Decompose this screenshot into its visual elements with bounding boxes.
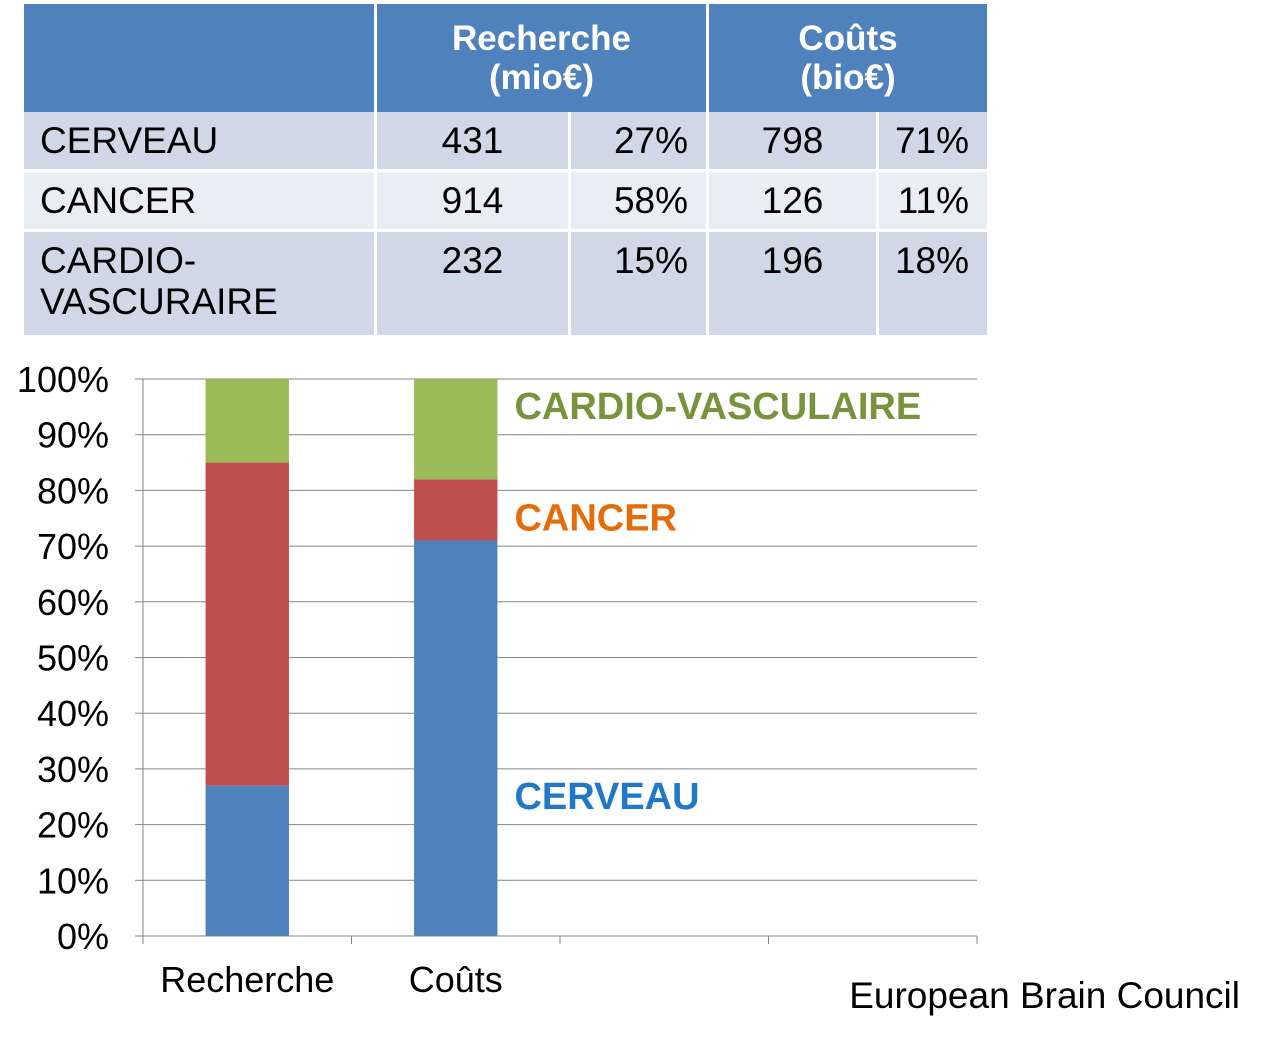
source-credit: European Brain Council [849, 975, 1240, 1016]
header-recherche: Recherche (mio€) [377, 4, 709, 112]
row-couts-pct: 18% [879, 232, 987, 335]
row-name-line1: CARDIO- [40, 240, 197, 281]
row-couts: 798 [709, 112, 879, 172]
row-couts-pct: 11% [879, 172, 987, 232]
header-empty [24, 4, 377, 112]
y-tick-label: 30% [37, 749, 109, 790]
y-tick-label: 10% [37, 860, 109, 901]
bar-segment-cancer [205, 462, 289, 786]
row-recherche: 431 [377, 112, 571, 172]
row-recherche: 914 [377, 172, 571, 232]
row-recherche-pct: 27% [571, 112, 709, 172]
table-header-row: Recherche (mio€) Coûts (bio€) [24, 4, 987, 112]
bar-segment-cardio-vasculaire [205, 379, 289, 463]
row-name: CANCER [24, 172, 377, 232]
row-couts-pct: 71% [879, 112, 987, 172]
y-tick-label: 40% [37, 693, 109, 734]
x-category-label: Recherche [160, 959, 334, 1000]
row-name-line2: VASCURAIRE [40, 281, 278, 323]
bar-segment-cardio-vasculaire [414, 379, 498, 480]
header-couts-title: Coûts [798, 18, 898, 58]
row-recherche-pct: 15% [571, 232, 709, 335]
header-couts: Coûts (bio€) [709, 4, 987, 112]
bar-segment-cerveau [205, 785, 289, 936]
row-name: CARDIO- VASCURAIRE [24, 232, 377, 335]
y-tick-label: 80% [37, 470, 109, 511]
y-tick-label: 90% [37, 415, 109, 456]
series-label: CANCER [514, 497, 677, 539]
table-row: CARDIO- VASCURAIRE 232 15% 196 18% [24, 232, 987, 335]
row-name: CERVEAU [24, 112, 377, 172]
data-table: Recherche (mio€) Coûts (bio€) CERVEAU 43… [24, 4, 987, 335]
y-tick-label: 60% [37, 582, 109, 623]
row-couts: 196 [709, 232, 879, 335]
table-row: CERVEAU 431 27% 798 71% [24, 112, 987, 172]
series-label: CARDIO-VASCULAIRE [514, 386, 921, 428]
bar-segment-cancer [414, 479, 498, 541]
row-recherche: 232 [377, 232, 571, 335]
header-recherche-title: Recherche [452, 18, 631, 58]
y-tick-label: 100% [17, 359, 109, 400]
x-category-label: Coûts [409, 959, 503, 1000]
header-couts-unit: (bio€) [800, 58, 896, 97]
y-tick-label: 20% [37, 805, 109, 846]
table-row: CANCER 914 58% 126 11% [24, 172, 987, 232]
row-recherche-pct: 58% [571, 172, 709, 232]
y-tick-label: 50% [37, 638, 109, 679]
row-couts: 126 [709, 172, 879, 232]
y-tick-label: 0% [57, 916, 109, 957]
bar-segment-cerveau [414, 540, 498, 936]
y-tick-label: 70% [37, 526, 109, 567]
header-recherche-unit: (mio€) [489, 58, 594, 97]
series-label: CERVEAU [514, 776, 699, 818]
